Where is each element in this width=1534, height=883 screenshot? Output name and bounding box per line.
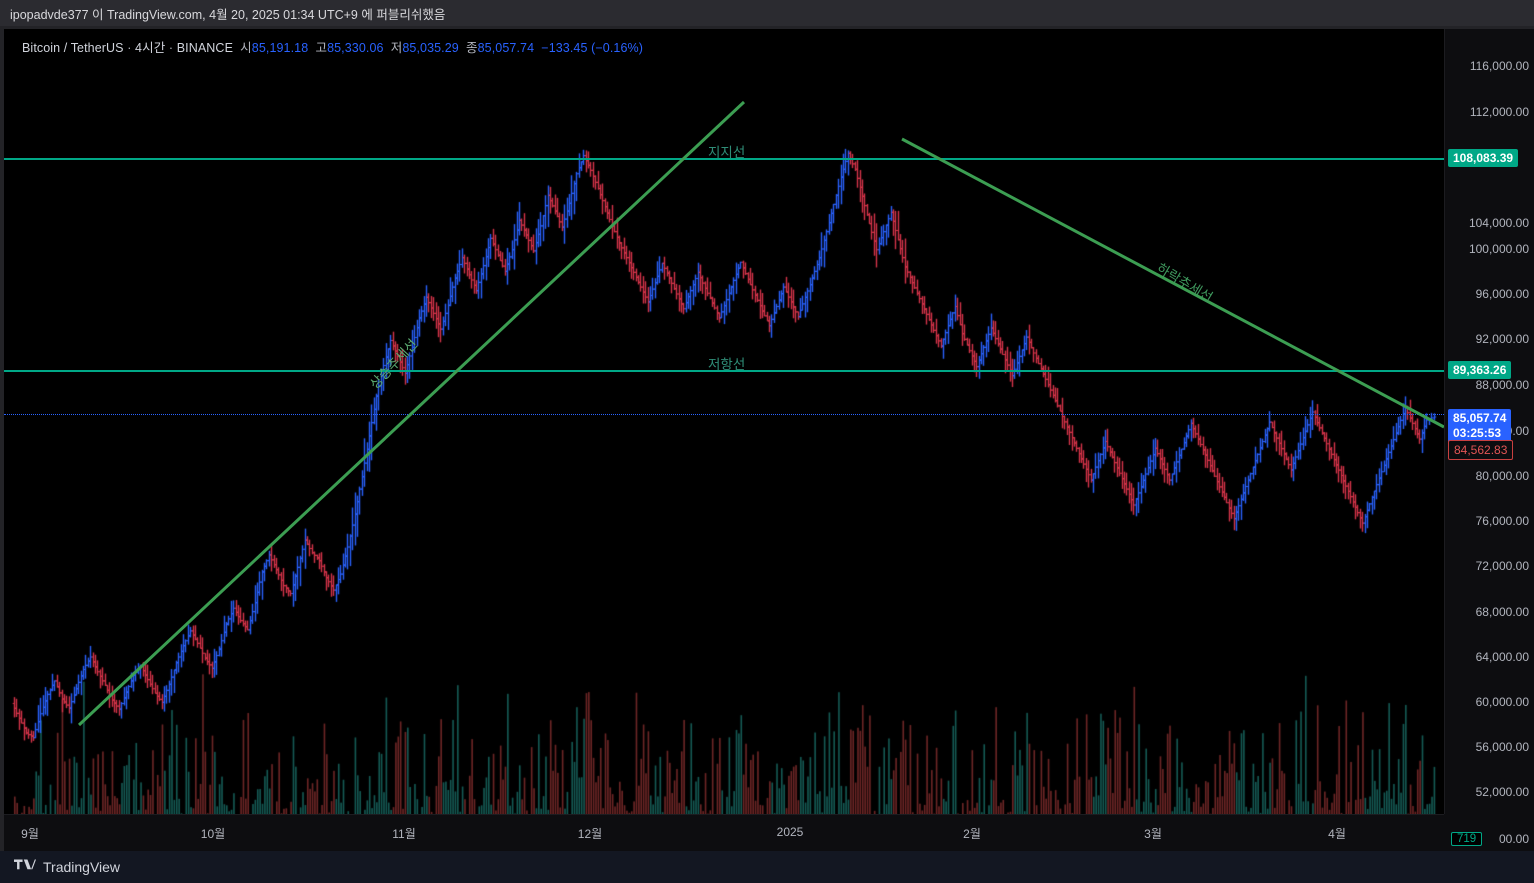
last-price-badge[interactable]: 85,057.74 03:25:53 bbox=[1448, 409, 1512, 443]
price-tick: 88,000.00 bbox=[1475, 378, 1529, 392]
legend-open-label: 시 bbox=[240, 41, 252, 55]
price-tick: 52,000.00 bbox=[1475, 785, 1529, 799]
price-tick: 60,000.00 bbox=[1475, 695, 1529, 709]
legend-exchange: BINANCE bbox=[176, 41, 234, 55]
downtrend-line[interactable] bbox=[901, 137, 1444, 429]
prev-close-badge[interactable]: 84,562.83 bbox=[1448, 440, 1514, 460]
price-tick: 76,000.00 bbox=[1475, 514, 1529, 528]
time-tick: 3월 bbox=[1144, 827, 1162, 841]
time-tick: 10월 bbox=[200, 827, 226, 841]
time-tick: 11월 bbox=[392, 827, 416, 841]
legend-interval: 4시간 bbox=[135, 41, 166, 55]
volume-value-badge[interactable]: 719 bbox=[1451, 832, 1483, 846]
price-tick: 116,000.00 bbox=[1469, 59, 1529, 73]
legend-change: −133.45 (−0.16%) bbox=[541, 41, 643, 55]
publish-bar: ipopadvde377 이 TradingView.com, 4월 20, 2… bbox=[0, 0, 1534, 26]
price-tick: 100,000.00 bbox=[1468, 242, 1529, 256]
legend-open-value: 85,191.18 bbox=[251, 41, 309, 55]
price-tick: 104,000.00 bbox=[1468, 216, 1529, 230]
time-tick: 12월 bbox=[577, 827, 603, 841]
footer-bar: TradingView bbox=[0, 851, 1534, 883]
legend-high-value: 85,330.06 bbox=[327, 41, 384, 55]
time-tick: 9월 bbox=[21, 827, 39, 841]
support-price-badge[interactable]: 108,083.39 bbox=[1448, 149, 1519, 167]
support-level-line[interactable] bbox=[4, 158, 1444, 160]
last-price-value: 85,057.74 bbox=[1453, 411, 1507, 425]
price-tick: 68,000.00 bbox=[1475, 605, 1529, 619]
price-tick: 80,000.00 bbox=[1475, 469, 1529, 483]
time-tick: 4월 bbox=[1328, 827, 1346, 841]
uptrend-line[interactable] bbox=[77, 100, 746, 727]
tradingview-logo-icon bbox=[14, 858, 36, 877]
legend-symbol: Bitcoin / TetherUS bbox=[22, 41, 124, 55]
time-tick: 2025 bbox=[776, 825, 804, 839]
chart-legend[interactable]: Bitcoin / TetherUS · 4시간 · BINANCE 시85,1… bbox=[22, 37, 643, 56]
chart-plot-area[interactable]: 상승추세선 하락추세선 지지선 저항선 Bitcoin / TetherUS ·… bbox=[4, 29, 1444, 814]
resistance-price-badge[interactable]: 89,363.26 bbox=[1448, 361, 1512, 379]
publish-text: ipopadvde377 이 TradingView.com, 4월 20, 2… bbox=[10, 7, 446, 22]
price-tick: 64,000.00 bbox=[1475, 650, 1529, 664]
price-tick: 112,000.00 bbox=[1469, 105, 1529, 119]
annotation-support[interactable]: 지지선 bbox=[708, 145, 746, 161]
chart-frame: 상승추세선 하락추세선 지지선 저항선 Bitcoin / TetherUS ·… bbox=[0, 26, 1534, 854]
tradingview-brand-label: TradingView bbox=[43, 859, 121, 875]
price-tick: 96,000.00 bbox=[1475, 287, 1529, 301]
current-price-dotted-line bbox=[4, 414, 1444, 415]
trendline-overlay bbox=[77, 100, 1444, 727]
price-tick: 56,000.00 bbox=[1475, 740, 1529, 754]
legend-close-label: 종 bbox=[466, 41, 478, 55]
price-tick: 92,000.00 bbox=[1475, 332, 1529, 346]
legend-close-value: 85,057.74 bbox=[477, 41, 535, 55]
price-tick: 00.00 bbox=[1498, 832, 1529, 846]
annotation-resistance[interactable]: 저항선 bbox=[708, 357, 746, 373]
legend-sep-1: · bbox=[127, 41, 132, 55]
resistance-level-line[interactable] bbox=[4, 370, 1444, 372]
legend-low-label: 저 bbox=[390, 41, 403, 55]
time-tick: 2월 bbox=[963, 827, 981, 841]
bar-countdown: 03:25:53 bbox=[1453, 426, 1502, 440]
price-axis[interactable]: 116,000.00 112,000.00 104,000.00 100,000… bbox=[1444, 29, 1534, 846]
legend-low-value: 85,035.29 bbox=[402, 41, 459, 55]
legend-sep-2: · bbox=[168, 41, 174, 55]
price-tick: 72,000.00 bbox=[1475, 559, 1529, 573]
time-axis[interactable]: 9월 10월 11월 12월 2025 2월 3월 4월 bbox=[4, 814, 1444, 854]
legend-high-label: 고 bbox=[315, 41, 328, 55]
